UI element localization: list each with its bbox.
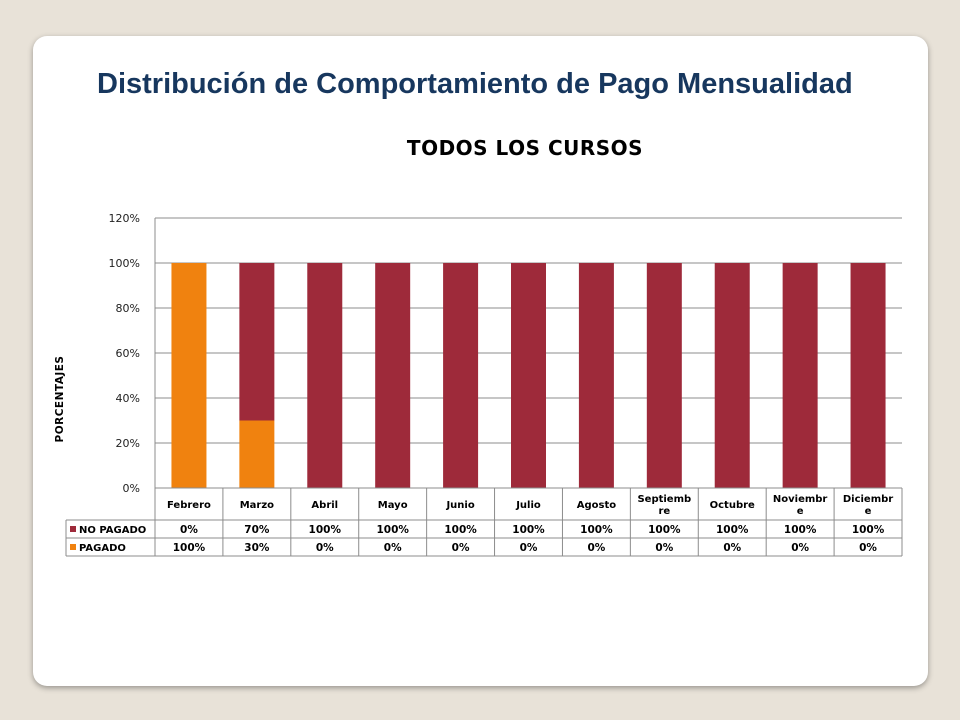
bar-pagado	[171, 263, 207, 488]
data-label: 0%	[452, 542, 470, 554]
legend-swatch	[70, 544, 76, 550]
data-label: 100%	[580, 524, 613, 536]
x-tick-label: e	[797, 506, 804, 517]
x-tick-label: Mayo	[378, 500, 408, 511]
bar-no-pagado	[646, 263, 682, 488]
data-label: 0%	[791, 542, 809, 554]
y-tick-label: 100%	[109, 257, 140, 270]
bar-no-pagado	[239, 263, 275, 421]
data-label: 100%	[512, 524, 545, 536]
data-label: 0%	[180, 524, 198, 536]
x-tick-label: Marzo	[240, 500, 274, 511]
bar-no-pagado	[307, 263, 343, 488]
data-label: 0%	[316, 542, 334, 554]
x-tick-label: Septiemb	[637, 494, 691, 505]
x-tick-label: re	[658, 506, 670, 517]
data-label: 0%	[723, 542, 741, 554]
y-tick-label: 0%	[123, 482, 140, 495]
y-tick-label: 40%	[116, 392, 140, 405]
x-tick-label: Diciembr	[843, 494, 893, 505]
x-tick-label: Julio	[515, 500, 541, 511]
data-label: 0%	[520, 542, 538, 554]
data-label: 0%	[384, 542, 402, 554]
x-tick-label: Noviembr	[773, 494, 828, 505]
x-tick-label: e	[865, 506, 872, 517]
data-label: 100%	[852, 524, 885, 536]
data-label: 0%	[859, 542, 877, 554]
bar-no-pagado	[578, 263, 614, 488]
y-tick-label: 20%	[116, 437, 140, 450]
legend-label: NO PAGADO	[79, 525, 146, 536]
data-label: 100%	[376, 524, 409, 536]
data-label: 100%	[309, 524, 342, 536]
data-label: 100%	[648, 524, 681, 536]
bar-pagado	[239, 420, 275, 488]
legend-label: PAGADO	[79, 543, 126, 554]
y-tick-label: 120%	[109, 212, 140, 225]
data-label: 100%	[784, 524, 817, 536]
bar-no-pagado	[714, 263, 750, 488]
bar-no-pagado	[850, 263, 886, 488]
data-label: 30%	[244, 542, 270, 554]
data-label: 100%	[173, 542, 206, 554]
chart-title: TODOS LOS CURSOS	[406, 136, 644, 160]
bar-no-pagado	[782, 263, 818, 488]
legend-swatch	[70, 526, 76, 532]
x-tick-label: Octubre	[710, 500, 755, 511]
y-tick-label: 80%	[116, 302, 140, 315]
y-tick-label: 60%	[116, 347, 140, 360]
data-label: 100%	[444, 524, 477, 536]
data-label: 100%	[716, 524, 749, 536]
data-label: 70%	[244, 524, 270, 536]
bar-no-pagado	[375, 263, 411, 488]
data-label: 0%	[587, 542, 605, 554]
slide-title: Distribución de Comportamiento de Pago M…	[97, 68, 853, 100]
x-tick-label: Abril	[311, 500, 338, 511]
x-tick-label: Agosto	[577, 500, 617, 511]
x-tick-label: Junio	[445, 500, 474, 511]
bar-no-pagado	[511, 263, 546, 488]
x-tick-label: Febrero	[167, 500, 211, 511]
data-label: 0%	[655, 542, 673, 554]
bar-no-pagado	[443, 263, 479, 488]
